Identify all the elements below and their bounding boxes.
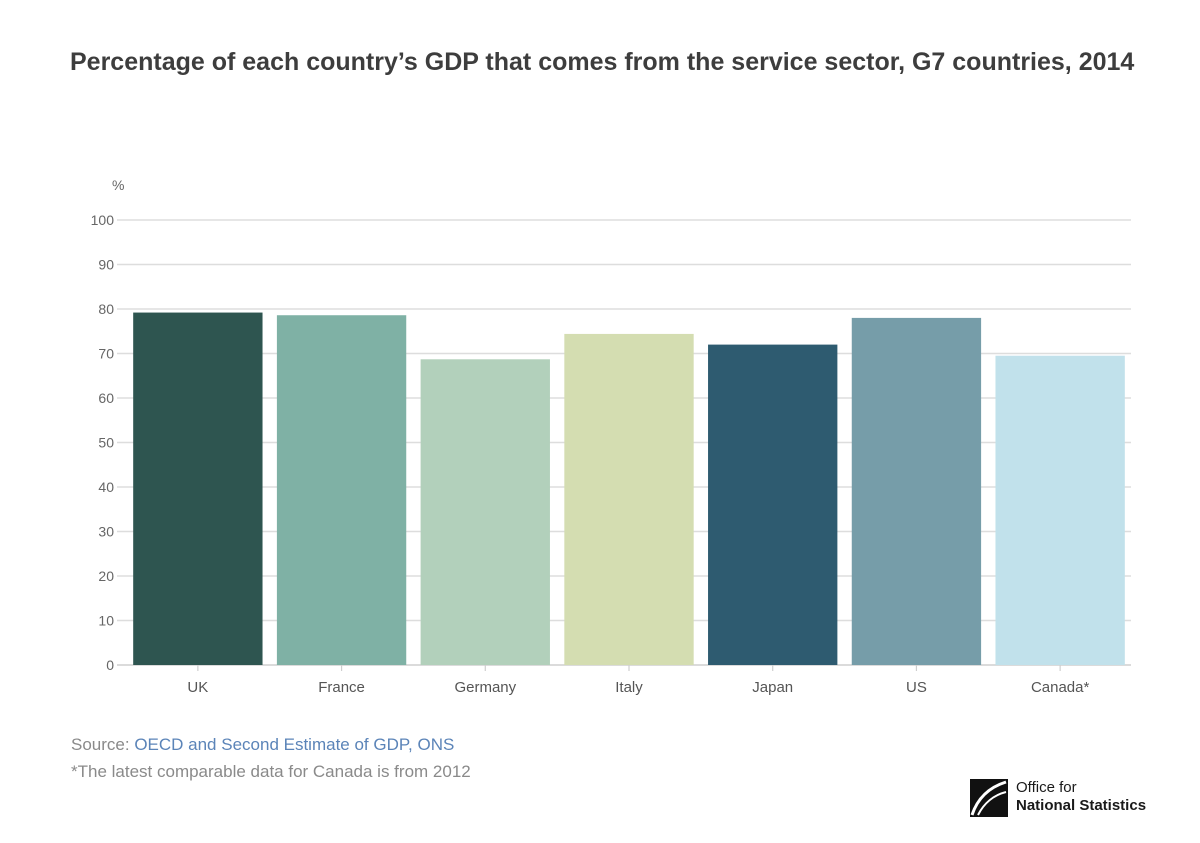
- x-tick-label: France: [318, 679, 365, 696]
- y-tick-label: 40: [98, 479, 114, 495]
- y-tick-label: 70: [98, 346, 114, 362]
- x-tick-label: Japan: [752, 679, 793, 696]
- y-tick-label: 20: [98, 568, 114, 584]
- logo-line-1: Office for: [1016, 779, 1077, 796]
- logo-line-2: National Statistics: [1016, 797, 1147, 814]
- bar-uk: [133, 312, 263, 665]
- source-link[interactable]: OECD and Second Estimate of GDP, ONS: [134, 735, 455, 754]
- y-tick-label: 60: [98, 390, 114, 406]
- y-tick-label: 30: [98, 524, 114, 540]
- ons-logo-icon: [970, 779, 1008, 817]
- x-tick-label: US: [906, 679, 927, 696]
- x-tick-label: UK: [187, 679, 208, 696]
- x-tick-label: Italy: [615, 679, 643, 696]
- bar-germany: [420, 359, 550, 665]
- bar-japan: [708, 344, 838, 665]
- ons-logo[interactable]: Office for National Statistics: [970, 778, 1160, 818]
- source-note: Source: OECD and Second Estimate of GDP,…: [71, 735, 454, 755]
- bar-canada: [995, 355, 1125, 665]
- logo-text: Office for National Statistics: [1016, 779, 1146, 815]
- footnote: *The latest comparable data for Canada i…: [71, 762, 471, 781]
- y-axis-unit-label: %: [112, 177, 124, 193]
- y-tick-label: 50: [98, 435, 114, 451]
- bar-france: [276, 315, 407, 665]
- y-tick-label: 90: [98, 257, 114, 273]
- x-tick-label: Germany: [454, 679, 516, 696]
- y-tick-label: 100: [91, 212, 115, 228]
- source-prefix: Source:: [71, 735, 135, 754]
- bar-us: [851, 317, 982, 665]
- bar-italy: [564, 333, 694, 665]
- x-tick-label: Canada*: [1031, 679, 1090, 696]
- y-tick-label: 0: [106, 657, 114, 673]
- chart-title: Percentage of each country’s GDP that co…: [70, 48, 1135, 76]
- y-tick-label: 10: [98, 613, 114, 629]
- y-tick-label: 80: [98, 301, 114, 317]
